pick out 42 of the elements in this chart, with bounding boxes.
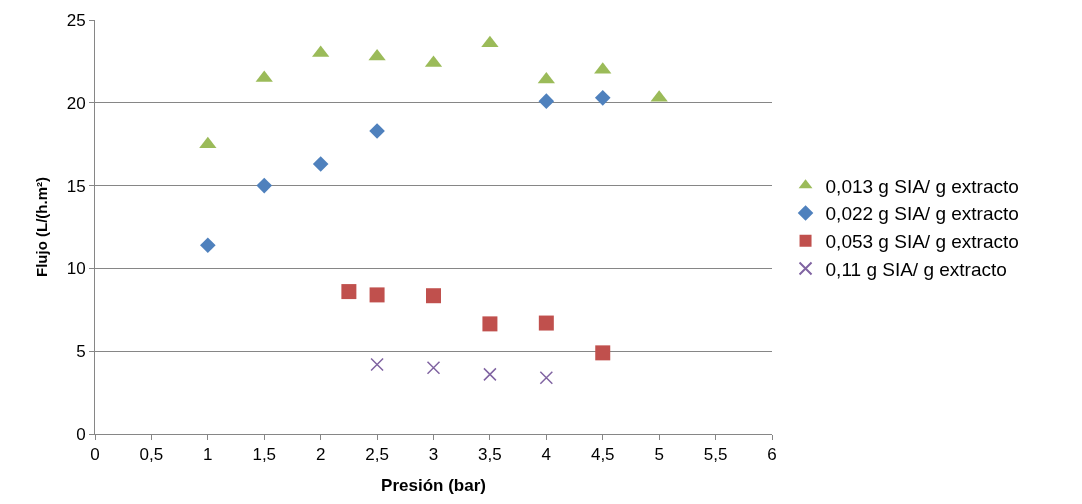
y-tick-label: 0 (76, 424, 86, 444)
y-tick-label: 15 (66, 176, 86, 196)
x-tick-label: 0,5 (139, 445, 164, 465)
x-tick-label: 5,5 (703, 445, 728, 465)
x-tick-label: 3 (428, 445, 439, 465)
x-tick-label: 4 (541, 445, 552, 465)
y-tick-label: 20 (66, 93, 86, 113)
point (370, 357, 384, 372)
x-tick-label: 4,5 (590, 445, 615, 465)
legend-label: 0,013 g SIA/ g extracto (825, 175, 1019, 197)
x-tick-label: 3,5 (478, 445, 502, 465)
y-axis-title: Flujo (L/(h.m²) (32, 177, 50, 277)
point (538, 93, 555, 109)
point (341, 284, 357, 300)
point (538, 315, 554, 331)
point (595, 345, 611, 361)
point (368, 48, 386, 61)
point (312, 156, 329, 172)
x-tick-label: 5 (654, 445, 664, 465)
x-tick-label: 2 (315, 445, 326, 465)
y-tick-label: 10 (66, 259, 86, 279)
x-tick-label: 2,5 (365, 445, 389, 465)
y-tick-label: 5 (76, 342, 86, 362)
point (483, 367, 497, 382)
point (426, 361, 441, 375)
point (200, 237, 216, 254)
x-tick-label: 1,5 (252, 445, 277, 465)
point (539, 370, 554, 385)
x-tick-label: 0 (90, 445, 100, 465)
legend-label: 0,053 g SIA/ g extracto (825, 231, 1019, 253)
point (426, 288, 441, 304)
point (594, 90, 611, 106)
x-tick-label: 1 (203, 445, 213, 465)
legend-label: 0,022 g SIA/ g extracto (825, 203, 1019, 225)
point (482, 316, 498, 332)
legend-label: 0,11 g SIA/ g extracto (825, 258, 1007, 280)
point (256, 177, 273, 194)
y-tick-label: 25 (66, 10, 86, 30)
point (369, 123, 385, 139)
x-axis-title: Presión (bar) (381, 475, 486, 495)
x-tick-label: 6 (767, 445, 777, 465)
point (369, 287, 385, 303)
